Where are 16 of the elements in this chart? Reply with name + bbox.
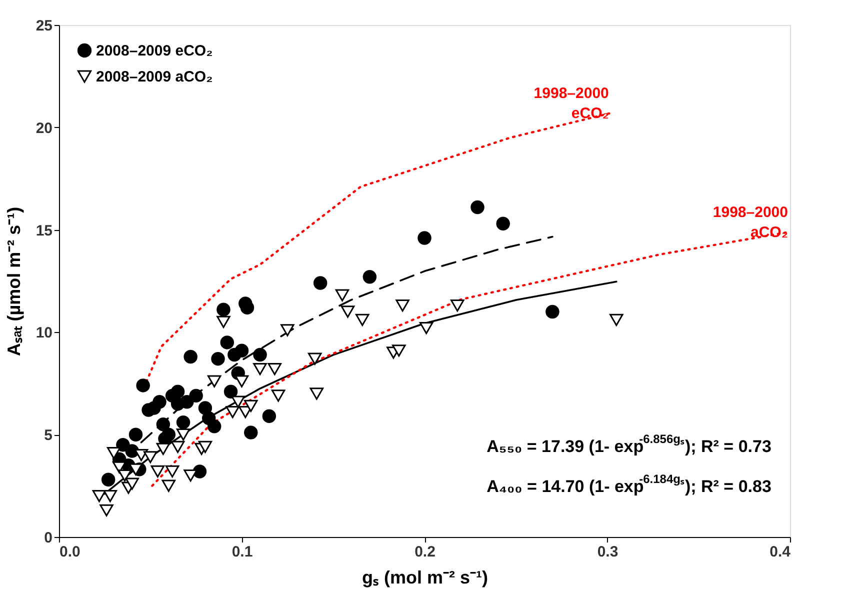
x-tick-label: 0.2: [414, 544, 436, 560]
y-tick-label: 20: [36, 120, 52, 137]
y-axis-title: Aₛₐₜ (µmol m⁻² s⁻¹): [4, 206, 24, 356]
x-tick-label: 0.1: [232, 544, 253, 560]
series-label: 1998–2000 eCO₂: [534, 85, 609, 122]
x-tick-label: 0.3: [597, 544, 618, 560]
x-tick-label: 0.0: [60, 544, 80, 560]
y-tick-label: 10: [36, 324, 52, 342]
x-tick-label: 0.4: [770, 544, 792, 560]
y-tick-label: 5: [44, 427, 52, 444]
y-tick-label: 15: [36, 222, 52, 240]
legend-label: 2008–2009 eCO₂: [96, 42, 213, 60]
legend-label: 2008–2009 aCO₂: [96, 68, 213, 86]
x-axis-title: gₛ (mol m⁻² s⁻¹): [362, 568, 488, 588]
y-tick-label: 25: [36, 18, 52, 34]
y-tick-label: 0: [44, 530, 52, 546]
